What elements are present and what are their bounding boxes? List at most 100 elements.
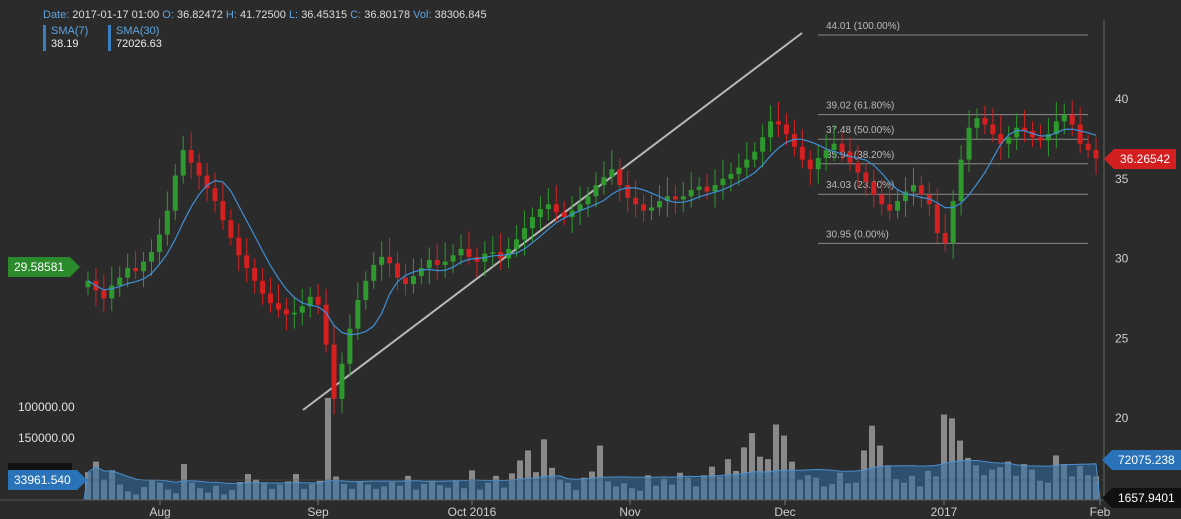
candle-body — [728, 173, 734, 179]
sma7-legend[interactable]: SMA(7) 38.19 — [43, 25, 88, 51]
candle-body — [228, 220, 234, 238]
candle-body — [649, 207, 655, 211]
candle-body — [442, 261, 448, 265]
volume-bar — [749, 433, 755, 500]
volume-bar — [781, 435, 787, 500]
candle-body — [299, 306, 305, 313]
candle-body — [1022, 127, 1028, 131]
candle-body — [466, 248, 472, 257]
candle-body — [783, 124, 789, 135]
low-key: L: — [288, 9, 299, 21]
candle-body — [863, 172, 869, 182]
time-tick: Feb — [1090, 505, 1111, 519]
candle-body — [506, 248, 512, 259]
candle-body — [561, 212, 567, 218]
high-key: H: — [225, 9, 237, 21]
candle-body — [760, 137, 766, 152]
candle-body — [895, 201, 901, 211]
candle-body — [688, 189, 694, 197]
candle-body — [434, 260, 440, 265]
candle-body — [641, 204, 647, 211]
price-axis: 20 25 30 35 40 — [0, 20, 1181, 501]
candle-body — [402, 277, 408, 285]
candle-body — [101, 290, 107, 299]
candle-body — [180, 150, 186, 176]
volume-bar — [525, 450, 531, 500]
candle-body — [1006, 137, 1012, 144]
fib-level-label: 44.01 (100.00%) — [826, 21, 900, 32]
candle-body — [831, 143, 837, 151]
candle-body — [625, 185, 631, 198]
candle-body — [577, 204, 583, 211]
candle-body — [871, 181, 877, 195]
candle-body — [156, 234, 162, 253]
candle-body — [117, 277, 123, 286]
high-value: 41.72500 — [239, 9, 286, 21]
candle-body — [601, 177, 607, 186]
fib-level-label: 34.03 (23.60%) — [826, 180, 894, 191]
trend-line — [302, 32, 803, 411]
volume-tick: 150000.00 — [18, 431, 75, 445]
candle-body — [291, 312, 297, 315]
candle-body — [323, 304, 329, 345]
candle-body — [315, 296, 321, 305]
candle-body — [236, 237, 242, 256]
close-key: C: — [350, 9, 362, 21]
candle-body — [418, 268, 424, 277]
price-tick: 40 — [1115, 92, 1129, 106]
candle-body — [664, 196, 670, 202]
candle-body — [815, 158, 821, 170]
candle-body — [807, 159, 813, 170]
candle-body — [958, 159, 964, 202]
volume-axis: 150000.00 100000.00 — [18, 400, 1104, 481]
candle-body — [164, 210, 170, 235]
candle-body — [768, 121, 774, 138]
volume-bar — [541, 439, 547, 500]
candle-body — [879, 194, 885, 205]
sma7-value: 38.19 — [51, 38, 79, 50]
candle-body — [720, 178, 726, 186]
candle-body — [974, 118, 980, 128]
fibonacci-retracement: 44.01 (100.00%) 39.02 (61.80%) 37.48 (50.0… — [818, 21, 1088, 244]
candle-body — [847, 151, 853, 163]
sma30-value: 72026.63 — [116, 38, 162, 50]
candle-body — [593, 185, 599, 197]
time-tick: Nov — [619, 505, 640, 519]
candle-body — [903, 191, 909, 202]
candle-body — [1061, 114, 1067, 122]
candle-body — [395, 263, 401, 278]
candle-body — [410, 276, 416, 285]
candle-body — [656, 201, 662, 208]
candle-body — [275, 303, 281, 310]
date-key: Date: — [43, 9, 70, 21]
price-tick: 35 — [1115, 172, 1129, 186]
sma7-name: SMA(7) — [51, 25, 89, 37]
time-tick: Oct 2016 — [448, 505, 497, 519]
candle-body — [744, 159, 750, 168]
candle-body — [133, 268, 139, 272]
volume-sma-marker: 72075.238 — [1102, 450, 1181, 470]
fib-level-label: 35.94 (38.20%) — [826, 150, 894, 161]
volume-marker-overlap — [8, 463, 72, 471]
candle-body — [696, 186, 702, 190]
time-tick: 2017 — [931, 505, 958, 519]
time-axis: Aug Sep Oct 2016 Nov Dec 2017 Feb — [149, 500, 1111, 519]
volume-tick: 100000.00 — [18, 400, 75, 414]
candle-body — [283, 309, 289, 315]
volume-marker-left: 33961.540 — [8, 470, 87, 490]
candle-body — [1053, 121, 1059, 135]
candle-body — [585, 196, 591, 205]
candle-body — [379, 256, 385, 265]
candle-body — [918, 185, 924, 195]
candle-body — [188, 150, 194, 163]
candle-body — [387, 256, 393, 264]
open-value: 36.82472 — [176, 9, 223, 21]
low-value: 36.45315 — [301, 9, 348, 21]
candle-body — [942, 232, 948, 244]
candles — [85, 100, 1099, 415]
candle-body — [450, 255, 456, 262]
fib-level-label: 37.48 (50.00%) — [826, 125, 894, 136]
sma30-legend[interactable]: SMA(30) 72026.63 — [108, 25, 162, 51]
candle-body — [204, 175, 210, 189]
